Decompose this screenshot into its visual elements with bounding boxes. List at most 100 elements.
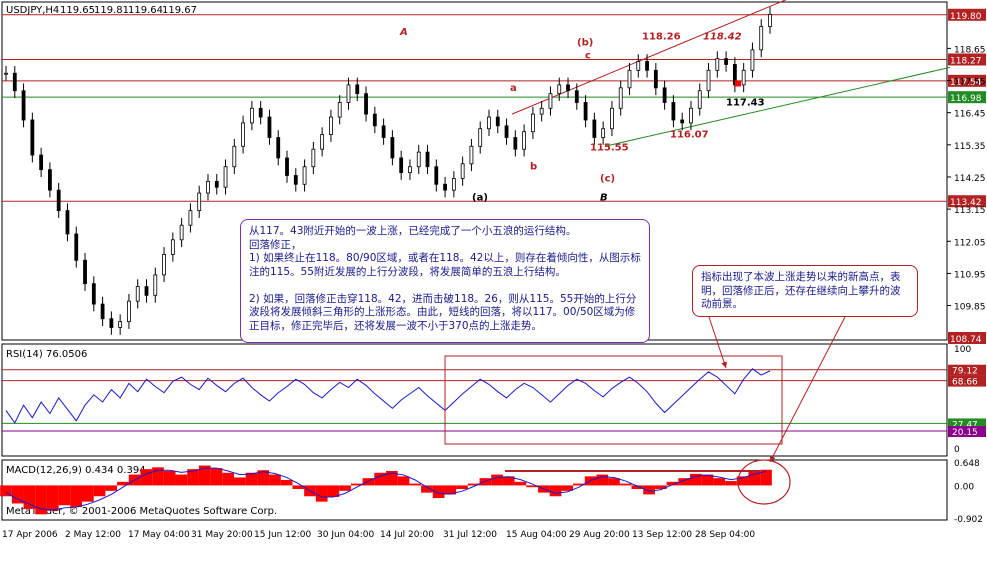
candle-body	[127, 300, 131, 323]
rsi-tag: 79.12	[952, 367, 978, 377]
macd-bar	[198, 465, 211, 486]
macd-bar	[444, 485, 457, 495]
rsi-tag-box	[948, 375, 986, 387]
macd-bar	[222, 472, 234, 486]
macd-bar	[748, 471, 761, 486]
level-tag-box	[948, 332, 986, 344]
macd-bar	[0, 485, 12, 497]
wave-label: c	[585, 51, 591, 62]
candle-body	[4, 72, 8, 75]
candle-body	[539, 107, 544, 115]
analysis-note: 从117。43附近开始的一波上涨，已经完成了一个小五浪的运行结构。 回落修正， …	[240, 219, 650, 343]
time-label: 17 May 04:00	[128, 530, 190, 540]
candle-body	[364, 93, 368, 115]
candle-body	[399, 157, 404, 173]
macd-bar	[409, 483, 422, 486]
candle-body	[443, 183, 447, 191]
macd-bar	[631, 485, 644, 490]
candle-body	[372, 113, 377, 127]
candle-body	[381, 125, 386, 138]
price-tick-label: 114.25	[954, 174, 986, 184]
macd-signal-line	[5, 467, 767, 511]
macd-bar	[327, 485, 340, 497]
level-tag-box	[948, 53, 986, 66]
wave-label: 118.42	[703, 32, 742, 43]
candle-body	[680, 119, 685, 124]
macd-bar	[210, 468, 223, 486]
candle-body	[653, 69, 658, 89]
candle-body	[425, 151, 430, 168]
wave-label: (b)	[577, 37, 593, 48]
time-label: 17 Apr 2006	[2, 530, 58, 540]
candle-body	[513, 137, 518, 150]
candle-body	[214, 180, 219, 188]
candle-body	[671, 102, 676, 121]
candle-body	[636, 61, 641, 71]
macd-bar	[643, 485, 655, 495]
wave-label: (c)	[600, 173, 615, 184]
macd-bar	[140, 469, 153, 486]
macd-bar	[456, 485, 468, 490]
macd-bar	[467, 483, 480, 486]
candle-body	[91, 283, 96, 305]
macd-bar	[713, 478, 726, 486]
candle-body	[416, 151, 421, 168]
wave-label: (a)	[472, 192, 488, 203]
candle-body	[495, 116, 500, 127]
macd-bar	[175, 474, 188, 486]
candle-body	[109, 318, 114, 328]
candle-body	[574, 90, 579, 103]
wave-label: 116.07	[670, 130, 709, 141]
ohlc-low: 119.64	[128, 5, 163, 16]
macd-bar	[725, 481, 737, 486]
rsi-tick: 0	[954, 445, 960, 455]
wave-label: 117.43	[726, 97, 765, 108]
level-tag: 116.98	[950, 94, 982, 104]
price-tick-label: 116.45	[954, 110, 986, 120]
level-tag: 117.54	[950, 78, 982, 88]
macd-bar	[561, 485, 574, 491]
candle-body	[144, 286, 149, 296]
price-title: USDJPY,H4	[6, 5, 59, 16]
macd-bar	[608, 478, 620, 486]
candle-body	[478, 128, 483, 147]
macd-bar	[105, 485, 118, 491]
level-tag-box	[948, 74, 986, 87]
macd-tick: -0.902	[954, 515, 983, 525]
macd-tick: 0.00	[954, 482, 974, 492]
macd-bar	[234, 477, 246, 486]
level-tag-box	[948, 91, 986, 104]
candle-body	[65, 210, 70, 235]
price-tick-label: 110.95	[954, 270, 986, 280]
macd-bar	[46, 485, 59, 511]
macd-bar	[386, 470, 398, 486]
indicator-note: 指标出现了本波上涨走势以来的新高点，表明，回落修正后，还存在继续向上攀升的波动前…	[692, 265, 918, 317]
candle-body	[197, 192, 202, 211]
candle-body	[592, 119, 597, 138]
candle-body	[135, 286, 140, 302]
candle-body	[188, 210, 193, 226]
macd-bar	[163, 470, 176, 486]
candle-body	[750, 49, 755, 71]
macd-bar	[666, 481, 679, 486]
macd-bar	[736, 476, 749, 486]
candle-body	[355, 84, 360, 95]
ohlc-open: 119.65	[60, 5, 95, 16]
macd-bar	[35, 485, 47, 515]
time-label: 13 Sep 12:00	[632, 530, 692, 540]
candle-body	[311, 148, 316, 168]
candle-body	[170, 239, 175, 255]
time-label: 15 Aug 04:00	[506, 530, 567, 540]
wave-label: 115.55	[590, 143, 629, 154]
candle-body	[346, 84, 351, 103]
candle-body	[285, 157, 289, 176]
macd-bar	[280, 479, 293, 486]
macd-bar	[432, 485, 445, 499]
macd-bar	[619, 483, 632, 486]
candle-body	[337, 102, 342, 118]
macd-bar	[187, 469, 199, 486]
macd-bar	[690, 473, 702, 486]
price-tick-label: 117.55	[954, 78, 986, 88]
macd-bar	[573, 483, 585, 486]
level-tag-box	[948, 8, 986, 21]
